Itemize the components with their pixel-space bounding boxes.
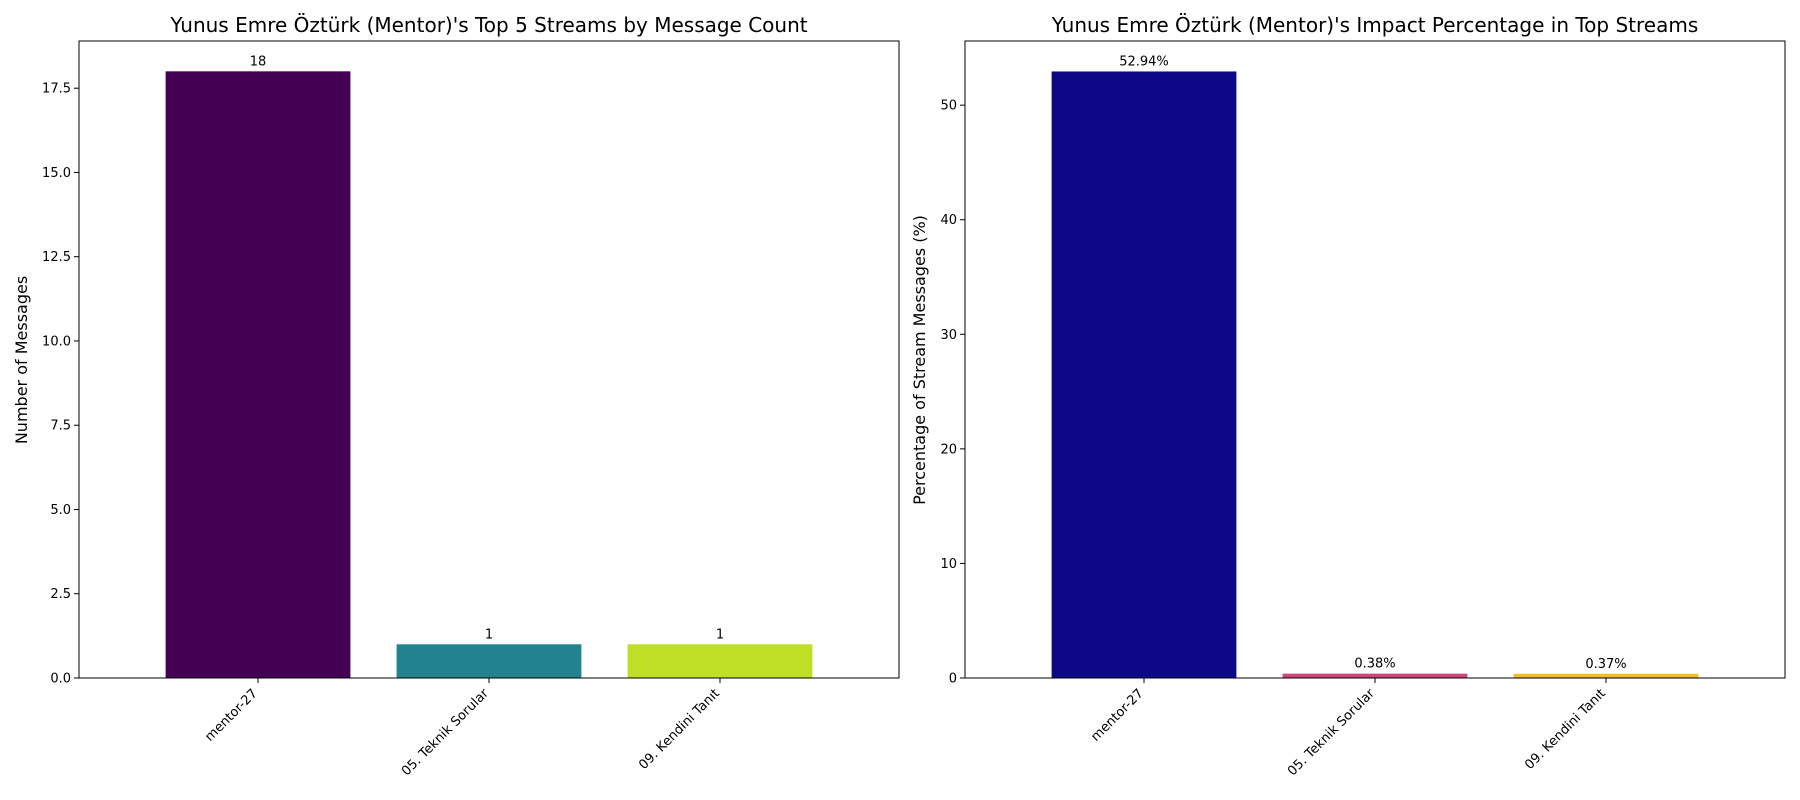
bars: 181 1 <box>165 54 813 679</box>
data-label: 18 <box>250 54 267 69</box>
y-axis: 0 10 20 30 40 50 <box>940 99 965 687</box>
y-axis-label: Number of Messages <box>12 276 31 444</box>
y-tick-label: 17.5 <box>42 82 71 97</box>
bar <box>165 71 351 679</box>
y-axis-label: Percentage of Stream Messages (%) <box>910 215 929 505</box>
plot-frame <box>78 40 900 679</box>
y-tick-label: 7.5 <box>50 419 71 434</box>
y-tick-label: 10.0 <box>42 334 71 349</box>
x-axis: mentor-27 05. Teknik Sorular 09. Kendini T… <box>202 678 723 779</box>
chart-title: Yunus Emre Öztürk (Mentor)'s Top 5 Strea… <box>169 13 807 37</box>
plot-frame <box>964 40 1786 679</box>
chart-panel-message-count: Yunus Emre Öztürk (Mentor)'s Top 5 Strea… <box>12 13 900 779</box>
y-tick-label: 12.5 <box>42 250 71 265</box>
y-tick-label: 40 <box>940 213 957 228</box>
bar <box>396 644 582 678</box>
data-label: 52.94% <box>1119 54 1169 69</box>
data-label: 0.38% <box>1354 657 1395 672</box>
y-tick-label: 0 <box>949 672 957 687</box>
x-tick-label: 05. Teknik Sorular <box>1285 686 1378 779</box>
y-tick-label: 30 <box>940 328 957 343</box>
x-tick-label: 09. Kendini Tanıt <box>1522 686 1609 773</box>
x-tick-label: 09. Kendini Tanıt <box>636 686 723 773</box>
chart-title: Yunus Emre Öztürk (Mentor)'s Impact Perc… <box>1051 13 1699 37</box>
bar <box>1282 673 1468 678</box>
y-tick-label: 10 <box>940 557 957 572</box>
chart-panel-impact-percentage: Yunus Emre Öztürk (Mentor)'s Impact Perc… <box>910 13 1786 779</box>
y-tick-label: 50 <box>940 99 957 114</box>
y-tick-label: 20 <box>940 442 957 457</box>
x-tick-label: mentor-27 <box>202 686 260 744</box>
bar <box>1051 71 1237 679</box>
data-label: 1 <box>716 627 724 642</box>
x-tick-label: 05. Teknik Sorular <box>399 686 492 779</box>
y-tick-label: 15.0 <box>42 166 71 181</box>
data-label: 1 <box>485 627 493 642</box>
y-tick-label: 0.0 <box>50 672 71 687</box>
bar <box>627 644 813 678</box>
y-tick-label: 2.5 <box>50 587 71 602</box>
data-label: 0.37% <box>1585 657 1626 672</box>
bars: 52.94% 0.38% 0.37% <box>1051 54 1699 679</box>
x-tick-label: mentor-27 <box>1088 686 1146 744</box>
x-axis: mentor-27 05. Teknik Sorular 09. Kendini T… <box>1088 678 1609 779</box>
y-tick-label: 5.0 <box>50 503 71 518</box>
bar <box>1513 673 1699 678</box>
y-axis: 0.0 2.5 5.0 7.5 10.0 12.5 15.0 17.5 <box>42 82 79 687</box>
